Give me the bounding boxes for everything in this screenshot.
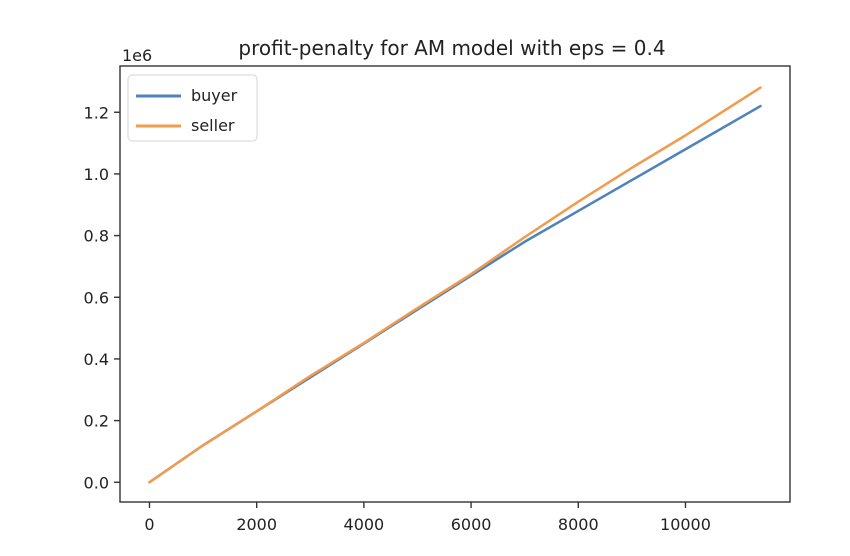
y-axis: 0.0 0.2 0.4 0.6 0.8 1.0 1.2: [84, 103, 120, 492]
y-tick-label: 0.8: [84, 227, 109, 246]
x-axis: 0 2000 4000 6000 8000 10000: [144, 502, 711, 534]
y-tick-label: 0.0: [84, 473, 109, 492]
series-layer: [148, 86, 762, 484]
x-tick-label: 0: [144, 515, 154, 534]
x-tick-label: 6000: [451, 515, 492, 534]
plot-area: [119, 65, 791, 503]
y-scale-label: 1e6: [122, 46, 152, 65]
x-tick-label: 8000: [558, 515, 599, 534]
y-tick-label: 0.2: [84, 412, 109, 431]
y-tick-label: 0.4: [84, 350, 109, 369]
legend-buyer-label: buyer: [191, 86, 238, 105]
x-tick-label: 4000: [344, 515, 385, 534]
x-tick-label: 10000: [660, 515, 711, 534]
legend-seller-label: seller: [191, 116, 235, 135]
chart-title: profit-penalty for AM model with eps = 0…: [238, 36, 665, 60]
legend: buyer seller: [127, 74, 258, 142]
y-tick-label: 1.0: [84, 165, 109, 184]
seller-series-line: [148, 86, 762, 484]
x-tick-label: 2000: [236, 515, 277, 534]
y-tick-label: 1.2: [84, 103, 109, 122]
axes-frame: [119, 65, 791, 503]
y-tick-label: 0.6: [84, 288, 109, 307]
